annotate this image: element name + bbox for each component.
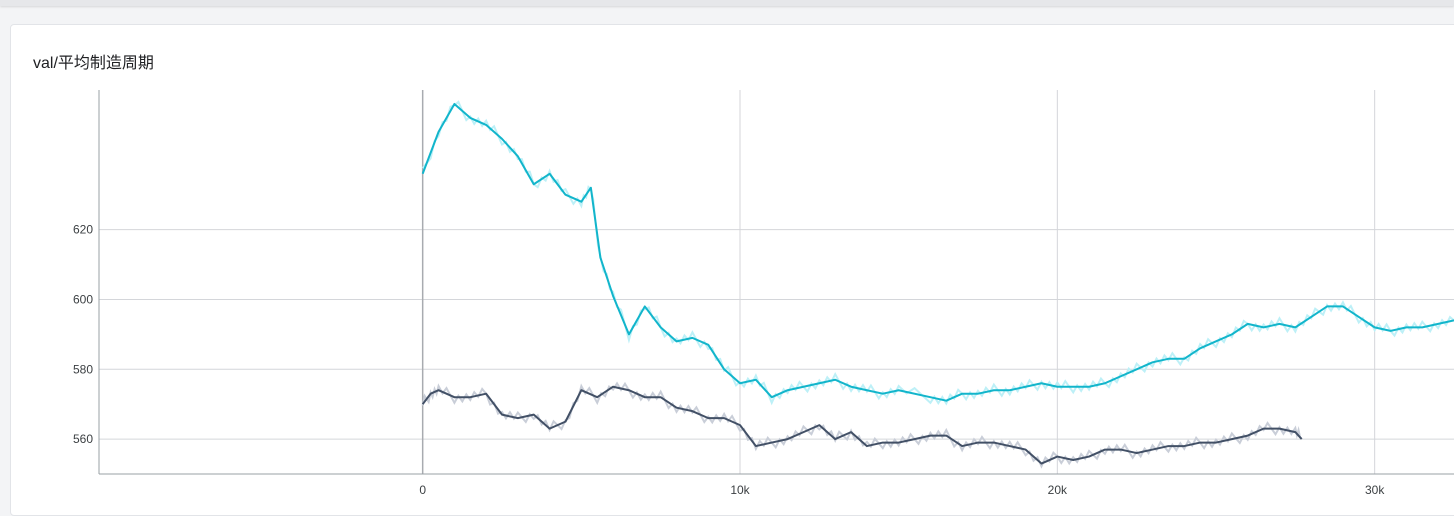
series-line[interactable] xyxy=(421,385,1303,465)
y-tick-label: 580 xyxy=(73,362,93,376)
y-axis: 560 580 600 620 xyxy=(73,90,100,474)
series-group xyxy=(421,100,1454,469)
series-raw-line xyxy=(421,100,1454,406)
y-tick-label: 560 xyxy=(73,432,93,446)
x-tick-label: 30k xyxy=(1365,483,1385,497)
x-tick-label: 10k xyxy=(730,483,750,497)
chart-title: val/平均制造周期 xyxy=(33,55,154,72)
top-bar xyxy=(0,0,1454,6)
y-tick-label: 620 xyxy=(73,223,93,237)
chart-card: val/平均制造周期 xyxy=(10,24,1454,516)
grid-lines xyxy=(99,90,1454,474)
y-tick-label: 600 xyxy=(73,292,93,306)
line-chart[interactable]: 560 580 600 620 0 10k 20k 30k xyxy=(0,0,1454,501)
series-line[interactable] xyxy=(421,102,1454,402)
series-raw-line xyxy=(421,381,1303,469)
x-axis: 0 10k 20k 30k xyxy=(99,473,1454,497)
x-tick-label: 20k xyxy=(1048,483,1068,497)
x-tick-label: 0 xyxy=(419,483,426,497)
